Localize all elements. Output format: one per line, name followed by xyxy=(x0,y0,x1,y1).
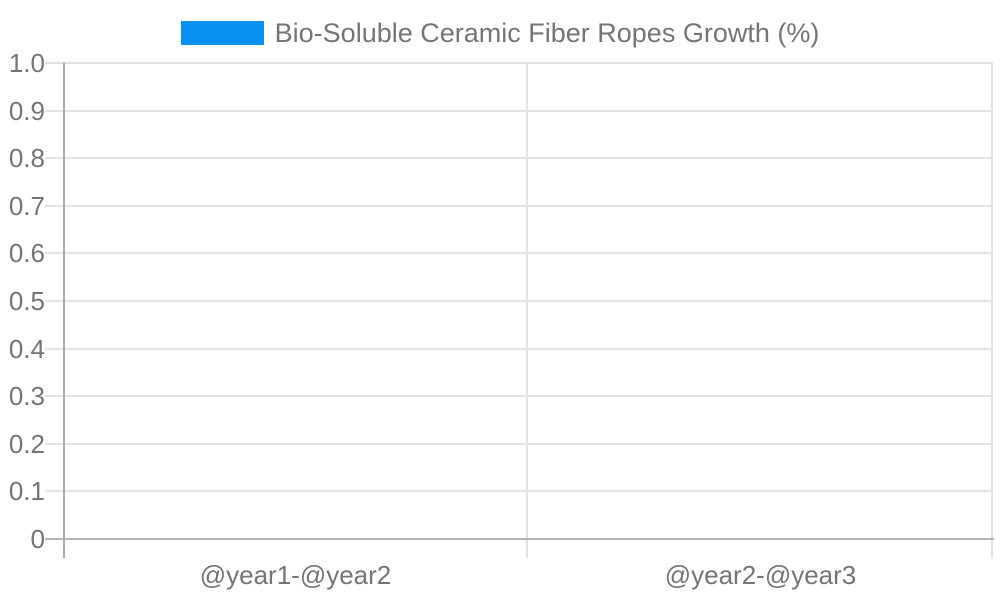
y-tick-label: 0.7 xyxy=(8,190,45,221)
legend-label: Bio-Soluble Ceramic Fiber Ropes Growth (… xyxy=(274,18,820,48)
x-axis-line xyxy=(45,538,994,540)
y-gridline xyxy=(45,204,993,207)
y-gridline xyxy=(45,490,993,493)
y-tick-label: 0.6 xyxy=(8,238,45,269)
y-gridline xyxy=(45,109,993,112)
y-gridline xyxy=(45,252,993,255)
y-tick-label: 0.3 xyxy=(8,381,45,412)
y-gridline xyxy=(45,442,993,445)
x-gridline xyxy=(526,63,528,558)
plot-right-border xyxy=(991,63,993,558)
y-gridline xyxy=(45,157,993,160)
y-tick-label: 0.4 xyxy=(8,333,45,364)
y-tick-label: 0 xyxy=(30,524,45,554)
y-gridline xyxy=(45,395,993,398)
y-tick-label: 0.1 xyxy=(8,476,45,507)
legend: Bio-Soluble Ceramic Fiber Ropes Growth (… xyxy=(0,18,1000,48)
x-category-label: @year2-@year3 xyxy=(664,560,857,590)
y-tick-label: 0.9 xyxy=(8,95,45,126)
y-tick-label: 0.5 xyxy=(8,286,45,316)
x-category-label: @year1-@year2 xyxy=(199,560,392,590)
y-tick-label: 0.8 xyxy=(8,143,45,174)
legend-swatch xyxy=(180,21,264,45)
y-gridline xyxy=(45,300,993,302)
y-tick-label: 1.0 xyxy=(8,48,45,78)
y-tick-label: 0.2 xyxy=(8,428,45,459)
y-gridline xyxy=(45,347,993,350)
y-gridline xyxy=(45,62,993,64)
y-axis-line xyxy=(63,63,65,558)
